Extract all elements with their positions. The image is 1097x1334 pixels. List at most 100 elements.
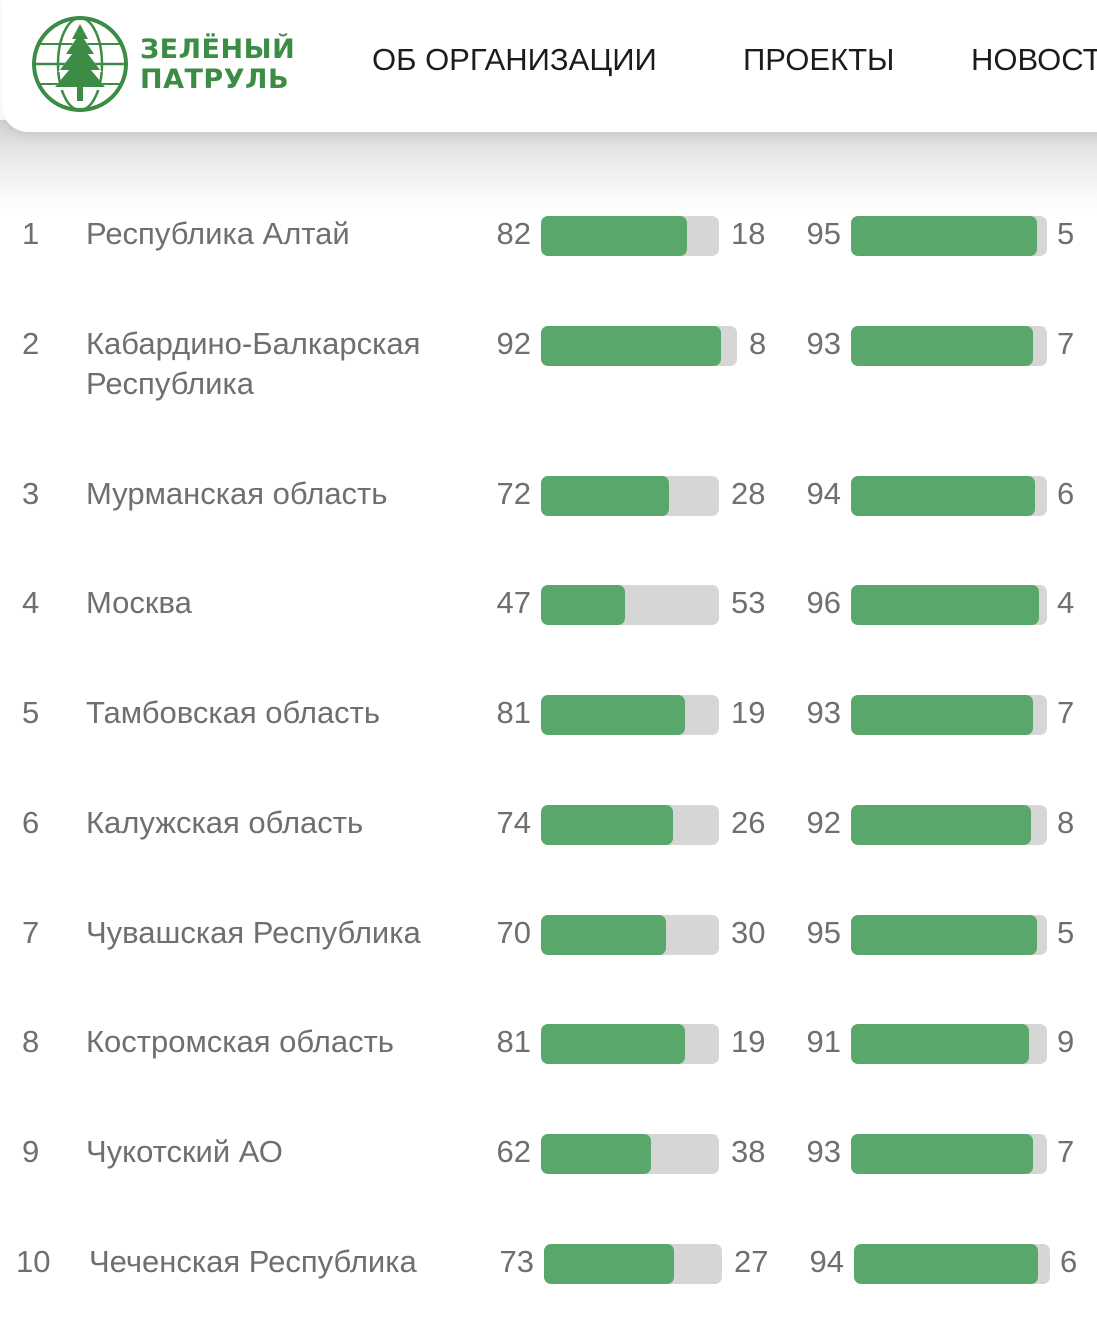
score-b-right: 7 [1057, 695, 1075, 730]
region-name: Республика Алтай [86, 216, 350, 251]
score-a-left: 47 [496, 585, 531, 620]
nav-projects[interactable]: ПРОЕКТЫ [743, 42, 895, 77]
region-name: Чукотский АО [86, 1134, 283, 1169]
score-b-bar-fill [851, 326, 1033, 366]
score-b-bar-fill [851, 216, 1037, 256]
score-a-bar-fill [541, 585, 625, 625]
site-header: ЗЕЛЁНЫЙ ПАТРУЛЬ ОБ ОРГАНИЗАЦИИ ПРОЕКТЫ Н… [2, 0, 1097, 132]
score-a-left: 92 [496, 326, 531, 361]
table-row: 8 Костромская область 81 19 91 9 [0, 1022, 1097, 1112]
score-b-left: 92 [806, 805, 841, 840]
score-b-right: 8 [1057, 805, 1075, 840]
score-b-bar [854, 1244, 1050, 1284]
region-name: Москва [86, 585, 192, 620]
score-a-bar [541, 216, 719, 256]
score-b-left: 95 [806, 216, 841, 251]
score-b-bar [851, 1134, 1047, 1174]
score-b-left: 94 [806, 476, 841, 511]
score-a-bar [541, 476, 719, 516]
row-rank: 2 [22, 326, 40, 361]
score-b-left: 96 [806, 585, 841, 620]
score-b-bar [851, 216, 1047, 256]
score-a-right: 19 [731, 1024, 766, 1059]
logo-line-2: ПАТРУЛЬ [140, 64, 290, 95]
row-rank: 6 [22, 805, 40, 840]
region-name: Кабардино-Балкарская Республика [86, 326, 421, 401]
score-a-right: 26 [731, 805, 766, 840]
score-a-right: 27 [734, 1244, 769, 1279]
score-a-bar-fill [541, 805, 673, 845]
score-b-right: 9 [1057, 1024, 1075, 1059]
nav-about[interactable]: ОБ ОРГАНИЗАЦИИ [372, 42, 657, 77]
region-name: Костромская область [86, 1024, 394, 1059]
score-b-left: 94 [809, 1244, 844, 1279]
tree-globe-icon[interactable] [30, 14, 130, 114]
table-row: 10 Чеченская Республика 73 27 94 6 [0, 1242, 1097, 1332]
score-a-right: 8 [749, 326, 767, 361]
score-a-bar [544, 1244, 722, 1284]
score-a-bar [541, 695, 719, 735]
row-rank: 9 [22, 1134, 40, 1169]
score-b-right: 5 [1057, 915, 1075, 950]
score-b-bar-fill [851, 585, 1039, 625]
score-a-right: 19 [731, 695, 766, 730]
row-rank: 8 [22, 1024, 40, 1059]
score-b-bar-fill [851, 1024, 1029, 1064]
score-a-left: 82 [496, 216, 531, 251]
score-a-left: 73 [499, 1244, 534, 1279]
row-rank: 1 [22, 216, 40, 251]
score-b-bar [851, 915, 1047, 955]
score-b-right: 5 [1057, 216, 1075, 251]
score-b-bar [851, 1024, 1047, 1064]
logo-line-1: ЗЕЛЁНЫЙ [140, 34, 296, 65]
score-b-left: 93 [806, 1134, 841, 1169]
score-a-left: 62 [496, 1134, 531, 1169]
score-a-bar [541, 1134, 719, 1174]
score-b-bar-fill [854, 1244, 1038, 1284]
score-a-right: 38 [731, 1134, 766, 1169]
score-a-right: 28 [731, 476, 766, 511]
score-b-bar [851, 476, 1047, 516]
score-b-left: 91 [806, 1024, 841, 1059]
score-a-bar-fill [541, 476, 669, 516]
score-b-right: 4 [1057, 585, 1075, 620]
region-name: Чувашская Республика [86, 915, 421, 950]
score-a-right: 53 [731, 585, 766, 620]
score-b-left: 93 [806, 326, 841, 361]
score-a-bar-fill [541, 326, 721, 366]
header-shadow [0, 120, 1097, 215]
row-rank: 5 [22, 695, 40, 730]
score-a-bar [541, 1024, 719, 1064]
score-a-bar-fill [544, 1244, 674, 1284]
region-name: Мурманская область [86, 476, 388, 511]
table-row: 1 Республика Алтай 82 18 95 5 [0, 214, 1097, 304]
region-name: Тамбовская область [86, 695, 381, 730]
score-b-bar [851, 695, 1047, 735]
score-a-left: 70 [496, 915, 531, 950]
score-b-bar-fill [851, 915, 1037, 955]
table-row: 7 Чувашская Республика 70 30 95 5 [0, 913, 1097, 1003]
region-name: Чеченская Республика [89, 1244, 417, 1279]
table-row: 6 Калужская область 74 26 92 8 [0, 803, 1097, 893]
region-name: Калужская область [86, 805, 364, 840]
score-a-left: 81 [496, 695, 531, 730]
score-a-bar [541, 326, 737, 366]
score-a-bar-fill [541, 695, 685, 735]
score-b-bar-fill [851, 805, 1031, 845]
table-row: 3 Мурманская область 72 28 94 6 [0, 474, 1097, 564]
score-a-right: 18 [731, 216, 766, 251]
table-row: 5 Тамбовская область 81 19 93 7 [0, 693, 1097, 783]
score-b-right: 7 [1057, 1134, 1075, 1169]
score-a-right: 30 [731, 915, 766, 950]
score-b-bar-fill [851, 695, 1033, 735]
nav-news[interactable]: НОВОСТ [971, 42, 1097, 77]
logo-wordmark[interactable]: ЗЕЛЁНЫЙ ПАТРУЛЬ [140, 36, 295, 94]
score-a-left: 72 [496, 476, 531, 511]
row-rank: 7 [22, 915, 40, 950]
score-a-bar-fill [541, 1024, 685, 1064]
score-b-right: 6 [1057, 476, 1075, 511]
score-b-bar-fill [851, 1134, 1033, 1174]
score-b-bar-fill [851, 476, 1035, 516]
